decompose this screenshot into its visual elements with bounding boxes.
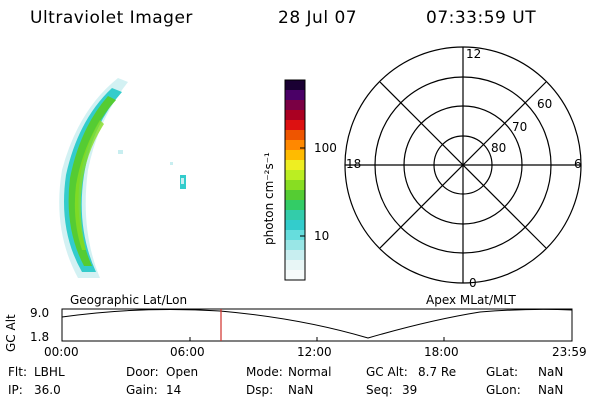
glat-label: GLat: [486,365,519,379]
timeline-left-title: Geographic Lat/Lon [70,293,188,307]
mlt-label-18: 18 [346,157,362,171]
gain-value: 14 [166,383,182,397]
glon-value: NaN [538,383,564,397]
x-tick-1200: 12:00 [297,345,332,359]
x-tick-0600: 06:00 [170,345,205,359]
timeline-y-tick-top: 9.0 [30,306,50,320]
timeline-plot [61,308,573,342]
auroral-image [59,78,186,278]
x-tick-2359: 23:59 [552,345,587,359]
timeline-right-title: Apex MLat/MLT [426,293,516,307]
colorbar-tick-100: 100 [314,141,337,155]
dsp-value: NaN [288,383,314,397]
mlt-label-6: 6 [574,157,582,171]
header-time: 07:33:59 UT [426,8,537,28]
app-title: Ultraviolet Imager [30,8,193,28]
polar-plot [344,46,582,284]
seq-value: 39 [402,383,418,397]
lat-label-80: 80 [491,141,507,155]
lat-label-60: 60 [537,97,553,111]
gcalt-value: 8.7 Re [418,365,457,379]
colorbar-label: photon cm⁻²s⁻¹ [262,152,276,245]
door-label: Door: [126,365,159,379]
timeline-y-label: GC Alt [4,314,18,352]
x-tick-1800: 18:00 [424,345,459,359]
x-tick-0000: 00:00 [44,345,79,359]
door-value: Open [166,365,199,379]
ip-value: 36.0 [34,383,61,397]
ip-label: IP: [8,383,23,397]
filter-value: LBHL [34,365,65,379]
filter-label: Flt: [8,365,27,379]
timeline-y-tick-bottom: 1.8 [30,330,50,344]
mode-label: Mode: [246,365,283,379]
mode-value: Normal [288,365,332,379]
dsp-label: Dsp: [246,383,274,397]
color-bar [284,79,306,281]
gain-label: Gain: [126,383,158,397]
header-date: 28 Jul 07 [278,8,358,28]
aurora-core [74,120,104,250]
glat-value: NaN [538,365,564,379]
glon-label: GLon: [486,383,521,397]
lat-label-70: 70 [512,120,528,134]
gcalt-label: GC Alt: [366,365,408,379]
aurora-main-band [68,96,116,266]
mlt-label-0: 0 [469,276,477,290]
altitude-curve [61,308,573,339]
seq-label: Seq: [366,383,393,397]
mlt-label-12: 12 [466,47,482,61]
colorbar-tick-10: 10 [314,229,330,243]
